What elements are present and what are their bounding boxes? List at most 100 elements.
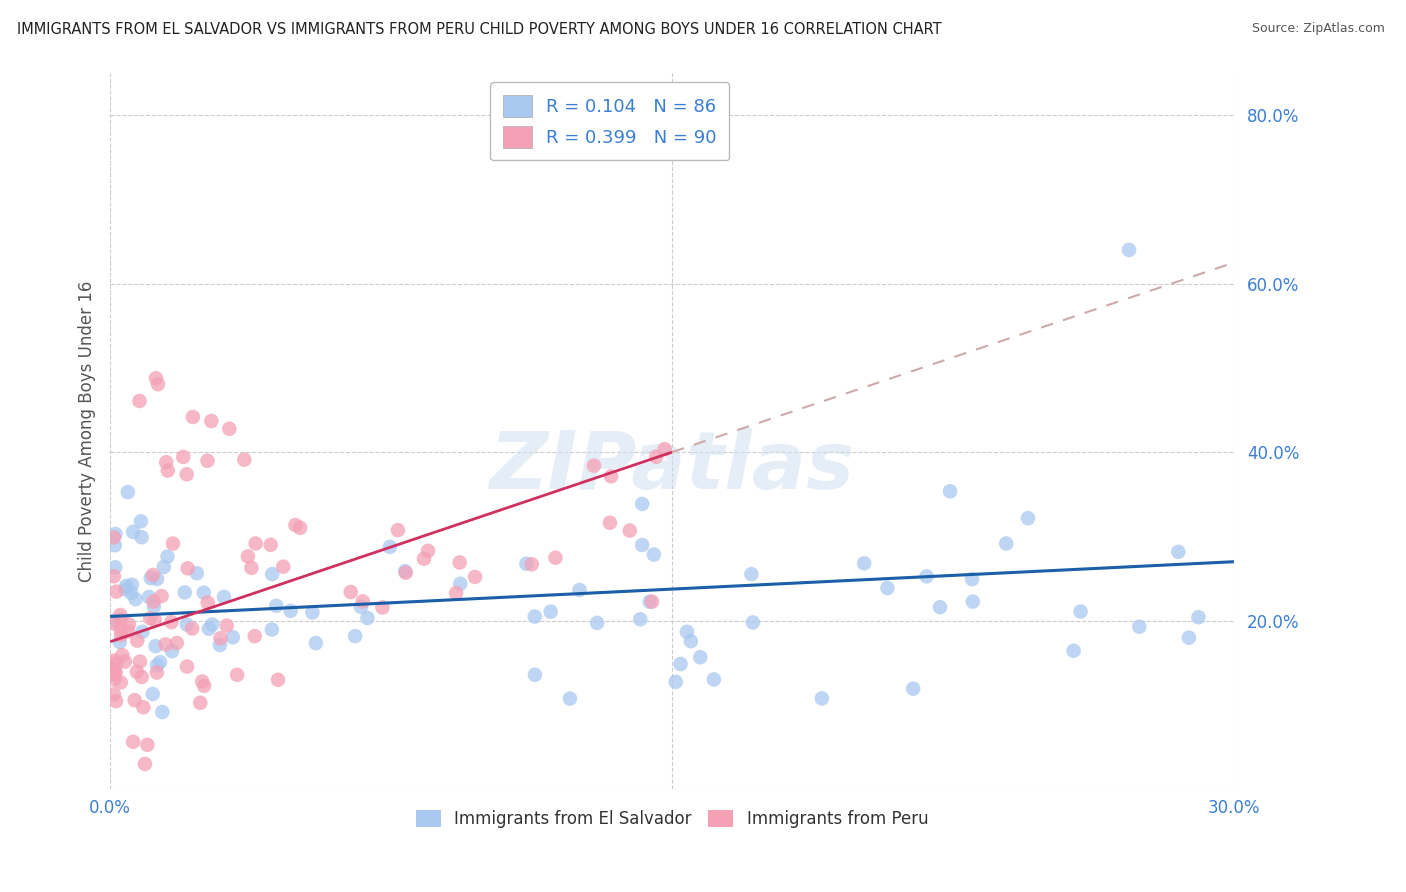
Point xyxy=(444,586,467,600)
Point xyxy=(1017,511,1039,525)
Point xyxy=(145,639,167,653)
Point xyxy=(117,624,139,639)
Point xyxy=(876,581,898,595)
Point xyxy=(103,569,125,583)
Point xyxy=(110,607,132,622)
Point xyxy=(741,615,763,630)
Point xyxy=(128,394,150,409)
Point xyxy=(209,631,232,645)
Point xyxy=(631,497,654,511)
Point xyxy=(449,576,471,591)
Point xyxy=(152,560,174,574)
Point xyxy=(523,667,546,681)
Point xyxy=(387,523,409,537)
Point xyxy=(740,567,762,582)
Point xyxy=(173,585,195,599)
Point xyxy=(939,484,962,499)
Legend: Immigrants from El Salvador, Immigrants from Peru: Immigrants from El Salvador, Immigrants … xyxy=(409,803,935,835)
Point xyxy=(125,665,148,679)
Point xyxy=(134,756,156,771)
Point xyxy=(995,536,1018,550)
Point xyxy=(582,458,605,473)
Point xyxy=(131,530,153,544)
Point xyxy=(176,617,198,632)
Point xyxy=(108,635,131,649)
Point xyxy=(145,371,167,385)
Point xyxy=(271,559,294,574)
Point xyxy=(142,594,165,608)
Point xyxy=(120,586,142,600)
Point xyxy=(103,530,125,544)
Point xyxy=(104,665,127,680)
Point xyxy=(172,450,194,464)
Point xyxy=(643,548,665,562)
Point xyxy=(544,550,567,565)
Point xyxy=(464,570,486,584)
Point xyxy=(236,549,259,564)
Point xyxy=(186,566,208,581)
Point xyxy=(139,571,162,585)
Point xyxy=(155,637,177,651)
Point xyxy=(127,633,149,648)
Point xyxy=(104,560,127,574)
Point xyxy=(259,538,281,552)
Point xyxy=(215,618,238,632)
Point xyxy=(110,623,132,637)
Point xyxy=(142,687,165,701)
Point xyxy=(146,658,169,673)
Point xyxy=(586,615,609,630)
Point xyxy=(301,606,323,620)
Point xyxy=(124,693,146,707)
Point xyxy=(903,681,925,696)
Point xyxy=(191,674,214,689)
Point xyxy=(132,700,155,714)
Point xyxy=(124,592,146,607)
Point xyxy=(103,616,125,631)
Point xyxy=(212,590,235,604)
Point xyxy=(352,594,374,608)
Point xyxy=(222,630,245,644)
Point xyxy=(138,590,160,604)
Point xyxy=(117,485,139,500)
Point xyxy=(226,668,249,682)
Point xyxy=(122,524,145,539)
Point xyxy=(121,578,143,592)
Point xyxy=(131,624,153,639)
Point xyxy=(262,567,284,582)
Point xyxy=(162,536,184,550)
Point xyxy=(260,623,283,637)
Point xyxy=(139,611,162,625)
Point xyxy=(197,453,219,467)
Point xyxy=(395,566,418,580)
Point xyxy=(200,414,222,428)
Point xyxy=(305,636,328,650)
Point xyxy=(631,538,654,552)
Point xyxy=(811,691,834,706)
Point xyxy=(619,524,641,538)
Point xyxy=(111,648,134,662)
Point xyxy=(188,696,211,710)
Point xyxy=(136,738,159,752)
Point xyxy=(104,538,127,552)
Point xyxy=(669,657,692,671)
Point xyxy=(558,691,581,706)
Point xyxy=(110,675,132,690)
Y-axis label: Child Poverty Among Boys Under 16: Child Poverty Among Boys Under 16 xyxy=(79,280,96,582)
Point xyxy=(284,518,307,533)
Point xyxy=(104,527,127,541)
Point xyxy=(193,679,215,693)
Point xyxy=(654,442,676,456)
Point xyxy=(665,674,688,689)
Point xyxy=(201,617,224,632)
Point xyxy=(243,629,266,643)
Point xyxy=(1128,620,1150,634)
Point xyxy=(350,599,373,614)
Point xyxy=(146,665,169,680)
Point xyxy=(641,595,664,609)
Point xyxy=(1187,610,1209,624)
Point xyxy=(122,735,145,749)
Point xyxy=(1118,243,1140,257)
Point xyxy=(515,557,537,571)
Point xyxy=(129,655,152,669)
Point xyxy=(181,409,204,424)
